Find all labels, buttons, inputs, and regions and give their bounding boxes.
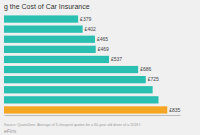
data-label: £465 [97,36,108,42]
bars [4,15,167,113]
data-label: £379 [80,16,91,22]
data-label: £835 [169,107,180,113]
bar [4,46,96,53]
x-axis-line [5,115,181,116]
data-labels: £379 £402£465 £469£537 £686 £725 £835 [80,16,181,113]
bar [4,56,109,63]
title: g the Cost of Car Insurance [4,3,90,11]
bar [4,76,146,83]
data-label: £725 [148,76,159,82]
bar [4,86,153,93]
bar [4,26,83,33]
data-label: £469 [98,46,109,52]
bar [4,106,167,113]
bar [4,36,95,43]
data-label: £402 [85,26,96,32]
chart: g the Cost of Car Insurance£379£402£465£… [0,0,200,135]
bar [4,66,138,73]
data-label: £537 [111,56,122,62]
data-label: £686 [140,66,151,72]
bar [4,15,78,22]
bar [4,96,158,103]
source-note: Source: QuoteZone. Average of 3 cheapest… [4,123,140,127]
brand: eFins [4,128,17,134]
x-axis [5,115,181,116]
